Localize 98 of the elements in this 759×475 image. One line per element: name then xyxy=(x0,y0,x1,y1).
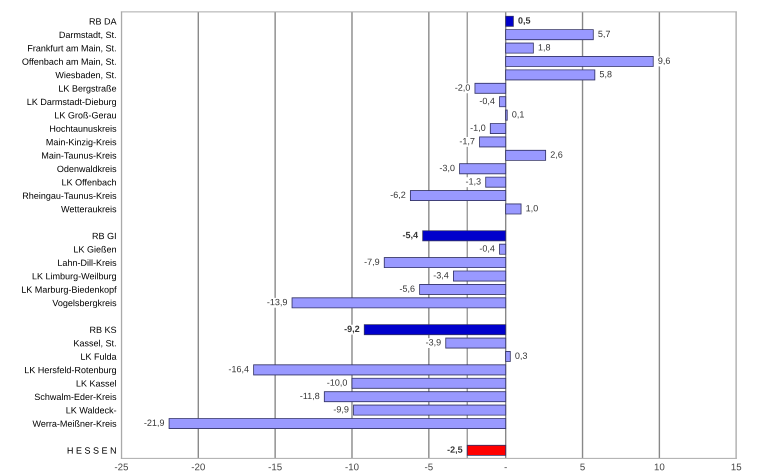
y-tick-label: Werra-Meißner-Kreis xyxy=(32,420,116,427)
data-label: -16,4 xyxy=(228,366,249,374)
data-label: -0,4 xyxy=(480,98,495,106)
y-tick-label: H E S S E N xyxy=(68,447,116,454)
bar xyxy=(505,204,522,214)
y-tick-label: Odenwaldkreis xyxy=(57,165,116,172)
y-tick-label: Main-Taunus-Kreis xyxy=(42,152,116,159)
bar xyxy=(445,338,506,349)
x-tick-label: -25 xyxy=(114,463,128,470)
y-tick-label: Main-Kinzig-Kreis xyxy=(46,138,116,148)
data-label: 1,0 xyxy=(526,205,538,212)
x-tick-label: 15 xyxy=(732,464,742,470)
data-label: -1,0 xyxy=(470,124,486,132)
y-tick-label: LK Limburg-Weilburg xyxy=(32,272,116,282)
y-tick-label: LK Darmstadt-Dieburg xyxy=(28,98,116,107)
x-tick-label: - xyxy=(504,467,507,468)
y-tick-label: Wetteraukreis xyxy=(61,206,116,212)
data-label: -10,0 xyxy=(327,379,348,387)
bar xyxy=(505,150,546,161)
data-label: -7,9 xyxy=(364,258,380,266)
data-label: -3,4 xyxy=(434,272,449,280)
y-tick-label: LK Waldeck- xyxy=(66,406,116,414)
bar xyxy=(474,82,506,94)
x-tick-label: 5 xyxy=(580,464,585,470)
bar xyxy=(364,324,506,336)
bar xyxy=(419,284,506,295)
data-label: -9,9 xyxy=(334,406,348,414)
y-tick-label: RB GI xyxy=(92,232,116,240)
bar xyxy=(352,378,506,389)
bar xyxy=(459,163,506,174)
data-label: -13,9 xyxy=(267,298,288,306)
y-tick-label: Schwalm-Eder-Kreis xyxy=(34,393,116,400)
y-tick-label: Darmstadt, St. xyxy=(60,31,116,40)
x-tick-label: -5 xyxy=(424,464,433,470)
y-tick-label: LK Gießen xyxy=(74,246,116,253)
data-label: 0,3 xyxy=(515,352,528,360)
y-tick-label: LK Groß-Gerau xyxy=(55,112,116,118)
data-label: -11,8 xyxy=(300,392,320,400)
y-tick-label: RB KS xyxy=(90,326,116,334)
data-label: -1,7 xyxy=(460,138,474,146)
bar xyxy=(324,391,506,402)
data-label: -1,3 xyxy=(466,178,481,186)
bar xyxy=(410,190,506,202)
data-label: -9,2 xyxy=(344,326,360,334)
y-tick-label: Frankfurt am Main, St. xyxy=(28,44,116,53)
y-tick-label: Vogelsbergkreis xyxy=(52,300,116,308)
data-label: -5,4 xyxy=(402,232,418,240)
bar xyxy=(505,16,514,27)
y-tick-label: LK Kassel xyxy=(76,380,116,387)
data-label: -3,0 xyxy=(440,164,455,172)
data-label: 5,8 xyxy=(600,70,612,78)
bar xyxy=(505,69,596,80)
y-tick-label: LK Bergstraße xyxy=(59,85,116,94)
data-label: 5,7 xyxy=(598,30,610,38)
data-label: -21,9 xyxy=(144,420,164,428)
data-label: -2,5 xyxy=(447,446,462,454)
y-tick-label: Kassel, St. xyxy=(74,340,116,348)
data-label: -0,4 xyxy=(480,245,495,253)
bar xyxy=(505,351,511,362)
y-tick-label: LK Fulda xyxy=(81,353,117,360)
bar xyxy=(453,270,506,282)
data-label: -3,9 xyxy=(426,339,441,347)
data-label: -6,2 xyxy=(390,192,406,200)
y-tick-label: Lahn-Dill-Kreis xyxy=(58,259,116,266)
bar xyxy=(168,418,506,429)
x-tick-label: -10 xyxy=(345,463,359,470)
data-label: -5,6 xyxy=(400,285,415,293)
y-tick-label: LK Marburg-Biedenkopf xyxy=(22,286,117,295)
data-label: 0,5 xyxy=(518,17,530,25)
bar xyxy=(499,244,506,255)
bar xyxy=(490,123,506,134)
data-label: 1,8 xyxy=(538,44,550,52)
bar xyxy=(422,230,506,242)
data-label: 2,6 xyxy=(550,151,562,159)
y-tick-label: LK Offenbach xyxy=(62,178,116,186)
bar xyxy=(485,176,506,188)
bar xyxy=(353,404,506,416)
y-tick-label: Hochtaunuskreis xyxy=(50,125,116,132)
data-label: -2,0 xyxy=(455,84,470,92)
y-tick-label: RB DA xyxy=(90,18,117,25)
x-tick-label: 10 xyxy=(654,463,664,470)
bar xyxy=(479,136,506,148)
data-label: 9,6 xyxy=(658,58,670,65)
y-tick-label: Wiesbaden, St. xyxy=(55,72,116,80)
y-tick-label: Rheingau-Taunus-Kreis xyxy=(22,192,116,201)
bar xyxy=(505,42,534,54)
data-label: 0,1 xyxy=(512,111,524,119)
bar xyxy=(466,444,506,456)
bar xyxy=(505,56,654,67)
bar xyxy=(384,257,506,268)
y-tick-label: Offenbach am Main, St. xyxy=(22,58,116,66)
x-tick-label: -20 xyxy=(192,463,205,470)
bar xyxy=(505,29,594,40)
bar xyxy=(292,297,506,308)
y-tick-label: LK Hersfeld-Rotenburg xyxy=(24,366,116,376)
bar xyxy=(499,96,506,108)
x-tick-label: -15 xyxy=(268,464,282,470)
bar xyxy=(253,364,506,376)
